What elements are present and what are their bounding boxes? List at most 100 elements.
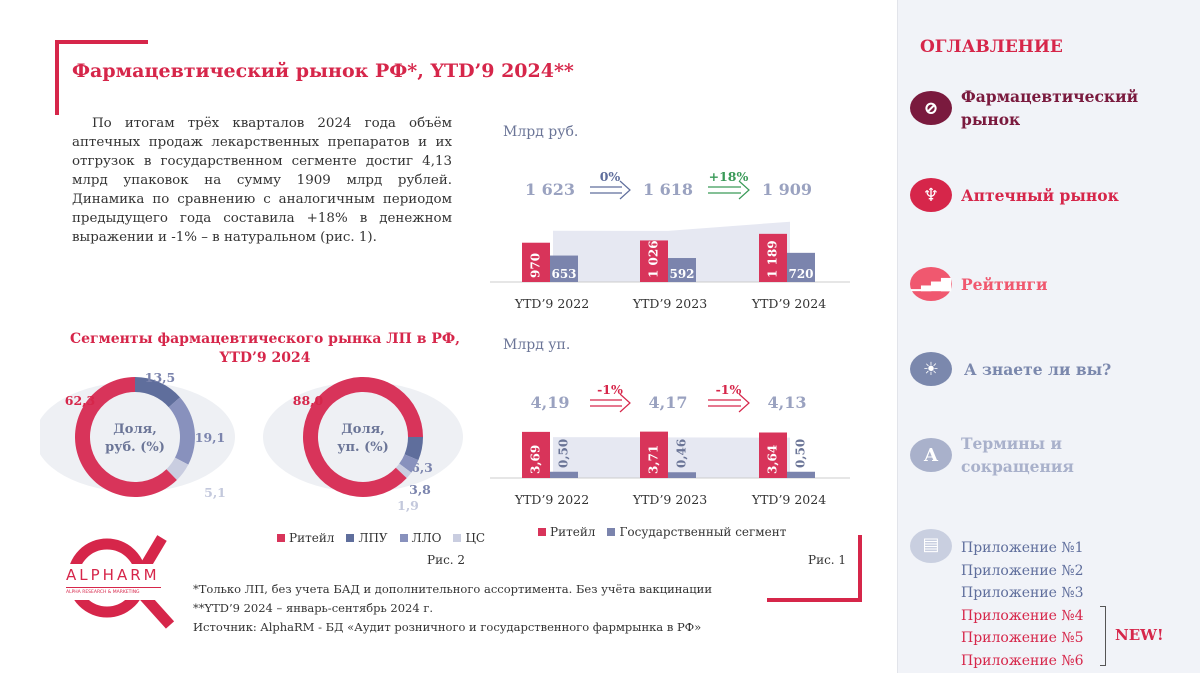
bar-state: [787, 252, 815, 282]
bar-chart-icon: ▁▃▅▇: [910, 267, 952, 301]
bar-retail: [759, 233, 787, 282]
bar-state: [550, 255, 578, 282]
total-label: 1 623: [525, 180, 575, 199]
total-label: 1 618: [643, 180, 693, 199]
legend-llo: ЛЛО: [399, 531, 441, 545]
slice-label: 1,9: [397, 498, 419, 513]
category-label: YTD’9 2022: [514, 492, 589, 507]
total-area: [553, 221, 790, 282]
toc-heading: ОГЛАВЛЕНИЕ: [920, 37, 1063, 57]
bar-label-retail: 1 189: [766, 240, 780, 278]
pharmacy-bowl-icon: ♆: [910, 178, 952, 212]
donut-slice-ЛПУ: [404, 437, 423, 461]
bar-retail: [522, 242, 550, 282]
appendix-list: Приложение №1 Приложение №2 Приложение №…: [961, 537, 1084, 672]
legend-retail: Ритейл: [538, 525, 595, 539]
donut-title: Сегменты фармацевтического рынка ЛП в РФ…: [69, 331, 461, 366]
bar-label-state: 592: [669, 267, 694, 281]
donut-slice-ЛЛО: [399, 454, 419, 473]
decor-brackets: [55, 40, 862, 602]
change-label: +18%: [709, 169, 749, 184]
category-label: YTD’9 2024: [751, 492, 826, 507]
change-arrow: [590, 180, 631, 200]
bar-state: [668, 258, 696, 282]
category-label: YTD’9 2022: [514, 296, 589, 311]
legend-retail: Ритейл: [277, 531, 334, 545]
donut-slice-ЦС: [395, 463, 412, 479]
bar-retail: [640, 240, 668, 282]
slice-label: 19,1: [195, 430, 225, 445]
bar-state: [550, 471, 578, 478]
slice-label: 5,1: [204, 485, 226, 500]
slice-label: 88,0: [293, 393, 324, 408]
appendix-4[interactable]: Приложение №4: [961, 607, 1084, 624]
legend-state: Государственный сегмент: [607, 525, 786, 539]
slice-label: 13,5: [145, 370, 175, 385]
donut-slice-ЦС: [166, 457, 189, 480]
total-label: 4,19: [531, 393, 570, 412]
bar-retail: [522, 431, 550, 478]
donut-slice-Ритейл: [75, 377, 177, 497]
center-label: Доля,: [113, 422, 157, 437]
letter-a-icon: A: [910, 438, 952, 472]
fig1-label: Рис. 1: [808, 553, 847, 567]
chart1-unit: Млрд руб.: [503, 124, 579, 140]
bar-label-retail: 1 026: [647, 240, 661, 278]
category-label: YTD’9 2024: [751, 296, 826, 311]
change-label: -1%: [597, 382, 623, 397]
bar-label-retail: 970: [529, 253, 543, 278]
chart2-unit: Млрд уп.: [503, 337, 571, 353]
category-label: YTD’9 2023: [632, 492, 707, 507]
change-arrow: [708, 180, 750, 200]
new-bracket: [1100, 606, 1106, 666]
footnote-source: Источник: AlphaRM - БД «Аудит розничного…: [193, 620, 702, 634]
donut-legend: Ритейл ЛПУ ЛЛО ЦС: [277, 531, 485, 545]
pills-icon: ⊘: [910, 91, 952, 125]
alpharm-logo: ALPHARM ALPHA RESEARCH & MARKETING: [62, 530, 182, 630]
center-label: руб. (%): [105, 440, 165, 455]
legend-cs: ЦС: [453, 531, 485, 545]
change-arrow: [708, 393, 750, 413]
page-title: Фармацевтический рынок РФ*, YTD’9 2024**: [72, 60, 574, 82]
total-area: [553, 437, 790, 478]
change-label: 0%: [600, 169, 621, 184]
bar-label-retail: 3,71: [647, 445, 661, 474]
bar-retail: [759, 432, 787, 478]
fig2-label: Рис. 2: [427, 553, 466, 567]
bar-label-state: 653: [551, 267, 576, 281]
bar-state: [668, 472, 696, 478]
donut-slice-ЛПУ: [135, 377, 181, 408]
appendix-5[interactable]: Приложение №5: [961, 630, 1084, 646]
bar-label-state: 0,46: [675, 439, 689, 468]
toc-item-did-you-know[interactable]: ☀ А знаете ли вы?: [910, 352, 1111, 386]
total-label: 4,13: [768, 393, 807, 412]
change-label: -1%: [716, 382, 742, 397]
bar-retail: [640, 431, 668, 478]
summary-paragraph: По итогам трёх кварталов 2024 года объём…: [72, 116, 452, 245]
appendix-1[interactable]: Приложение №1: [961, 540, 1084, 556]
bar-label-state: 0,50: [557, 439, 571, 468]
total-label: 1 909: [762, 180, 812, 199]
center-label: уп. (%): [337, 440, 389, 455]
bar-legend: Ритейл Государственный сегмент: [538, 525, 786, 539]
appendix-3[interactable]: Приложение №3: [961, 585, 1084, 601]
bar-charts: 970 653 1 623 YTD’9 2022 1 026 592 1 618 YTD’9 …: [490, 169, 850, 507]
slice-label: 62,3: [65, 393, 95, 408]
footnote-1: *Только ЛП, без учета БАД и дополнительн…: [193, 582, 713, 596]
toc-item-terms[interactable]: A Термины и сокращения: [910, 432, 1081, 478]
slice-label: 3,8: [409, 482, 431, 497]
lightbulb-icon: ☀: [910, 352, 952, 386]
donut-slice-ЛЛО: [168, 397, 195, 465]
appendix-2[interactable]: Приложение №2: [961, 562, 1084, 579]
document-icon: ▤: [910, 529, 952, 563]
toc-item-pharma-market[interactable]: ⊘ Фармацевтический рынок: [910, 85, 1161, 131]
bar-label-state: 720: [788, 267, 813, 281]
toc-item-ratings[interactable]: ▁▃▅▇ Рейтинги: [910, 267, 1047, 301]
footnotes: *Только ЛП, без учета БАД и дополнительн…: [193, 580, 712, 637]
bar-state: [787, 471, 815, 478]
bar-label-retail: 3,64: [766, 445, 780, 474]
footnote-2: **YTD’9 2024 – январь-сентябрь 2024 г.: [193, 601, 434, 615]
toc-item-pharmacy-market[interactable]: ♆ Аптечный рынок: [910, 178, 1119, 212]
appendix-6[interactable]: Приложение №6: [961, 652, 1084, 669]
